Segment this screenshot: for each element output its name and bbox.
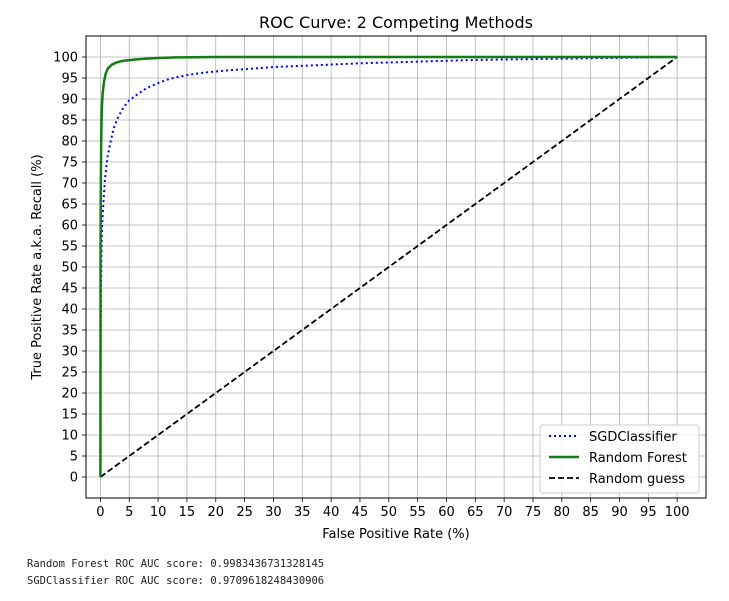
y-tick-label: 40 xyxy=(61,303,78,318)
auc-notes: Random Forest ROC AUC score: 0.998343673… xyxy=(27,556,324,590)
x-tick-label: 75 xyxy=(525,505,542,520)
y-tick-label: 35 xyxy=(61,324,78,339)
roc-chart: ROC Curve: 2 Competing Methods 0 5 10 15 20 2… xyxy=(30,13,707,542)
x-tick-label: 70 xyxy=(496,505,513,520)
y-tick-label: 15 xyxy=(61,408,78,423)
x-tick-label: 35 xyxy=(294,505,311,520)
x-tick-label: 20 xyxy=(207,505,224,520)
x-tick-label: 60 xyxy=(438,505,455,520)
legend-label-random: Random guess xyxy=(589,472,685,487)
legend-box xyxy=(539,424,700,494)
legend: SGDClassifier Random Forest Random guess xyxy=(539,424,700,494)
x-tick-label: 30 xyxy=(265,505,282,520)
y-tick-label: 100 xyxy=(53,51,78,66)
y-tick-label: 90 xyxy=(61,93,78,108)
x-tick-label: 80 xyxy=(554,505,571,520)
x-tick-label: 25 xyxy=(236,505,253,520)
x-tick-label: 45 xyxy=(352,505,369,520)
x-tick-label: 65 xyxy=(467,505,484,520)
x-tick-label: 10 xyxy=(150,505,167,520)
y-tick-label: 70 xyxy=(61,177,78,192)
x-axis-ticks: 0 5 10 15 20 25 30 35 40 45 50 55 60 65 70 75 80 85 90 95 10… xyxy=(96,498,690,520)
x-tick-label: 90 xyxy=(611,505,628,520)
x-tick-label: 0 xyxy=(96,505,104,520)
y-tick-label: 55 xyxy=(61,240,78,255)
y-tick-label: 95 xyxy=(61,72,78,87)
series-line-random-forest xyxy=(99,55,678,478)
y-tick-label: 30 xyxy=(61,345,78,360)
x-tick-label: 40 xyxy=(323,505,340,520)
rf-auc-note: Random Forest ROC AUC score: 0.998343673… xyxy=(27,558,325,570)
y-tick-label: 85 xyxy=(61,114,78,129)
chart-title: ROC Curve: 2 Competing Methods xyxy=(259,13,533,32)
x-tick-label: 95 xyxy=(640,505,657,520)
x-tick-label: 55 xyxy=(409,505,426,520)
y-tick-label: 5 xyxy=(70,450,78,465)
sgd-auc-note: SGDClassifier ROC AUC score: 0.970961824… xyxy=(27,575,325,587)
x-tick-label: 5 xyxy=(125,505,133,520)
y-tick-label: 0 xyxy=(70,471,78,486)
y-tick-label: 60 xyxy=(61,219,78,234)
x-tick-label: 85 xyxy=(582,505,599,520)
x-tick-label: 100 xyxy=(665,505,690,520)
y-tick-label: 20 xyxy=(61,387,78,402)
y-tick-label: 10 xyxy=(61,429,78,444)
series-layer xyxy=(99,55,678,478)
y-tick-label: 45 xyxy=(61,282,78,297)
y-tick-label: 65 xyxy=(61,198,78,213)
x-tick-label: 15 xyxy=(179,505,196,520)
y-axis-label: True Positive Rate a.k.a. Recall (%) xyxy=(30,154,45,380)
y-tick-label: 80 xyxy=(61,135,78,150)
legend-label-sgd: SGDClassifier xyxy=(589,430,677,445)
x-tick-label: 50 xyxy=(381,505,398,520)
y-tick-label: 50 xyxy=(61,261,78,276)
x-axis-label: False Positive Rate (%) xyxy=(322,527,469,542)
y-tick-label: 25 xyxy=(61,366,78,381)
y-tick-label: 75 xyxy=(61,156,78,171)
legend-label-rf: Random Forest xyxy=(589,451,687,466)
series-line-random-guess xyxy=(99,56,678,478)
y-axis-ticks: 0 5 10 15 20 25 30 35 40 45 50 55 60 65 70 75 80 85 90 95 10… xyxy=(53,51,86,486)
